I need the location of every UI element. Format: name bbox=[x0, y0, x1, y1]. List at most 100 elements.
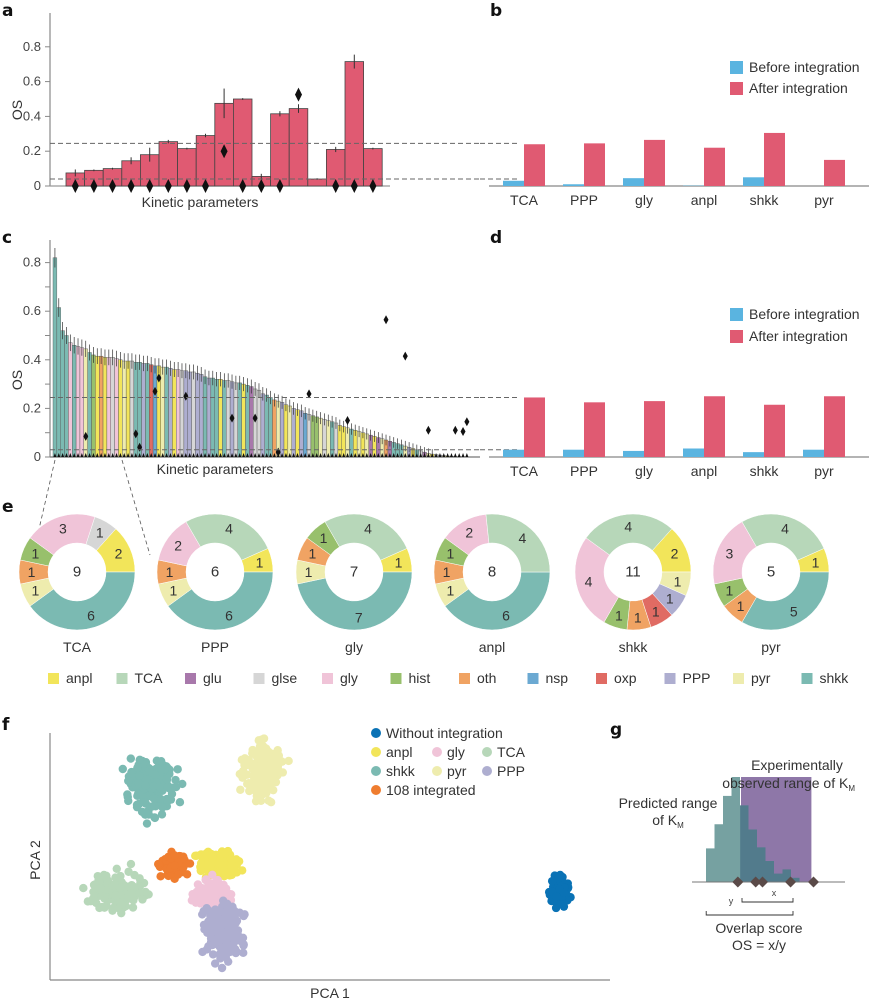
panel-c-base-marker bbox=[199, 453, 203, 457]
scatter-point bbox=[257, 735, 266, 744]
scatter-point bbox=[229, 926, 238, 935]
panel-c-base-marker bbox=[138, 453, 142, 457]
scatter-point bbox=[108, 906, 117, 915]
panel-c-bar bbox=[72, 345, 77, 458]
panel-c-base-marker bbox=[64, 453, 68, 457]
panel-c-bar bbox=[306, 414, 312, 458]
panel-c-base-marker bbox=[284, 453, 288, 457]
donut-label: pyr bbox=[761, 639, 781, 655]
panel-c-bar bbox=[172, 369, 177, 458]
donut-slice-count: 1 bbox=[812, 555, 820, 571]
panel-c-base-marker bbox=[261, 453, 265, 457]
scatter-point bbox=[271, 756, 281, 765]
panel-c-base-marker bbox=[353, 453, 357, 457]
panel-d-category-label: PPP bbox=[570, 463, 598, 479]
donut-slice-count: 1 bbox=[674, 573, 682, 589]
panel-d-bar-before bbox=[503, 449, 524, 457]
panel-c-ytick-label: 0.8 bbox=[23, 255, 41, 270]
panel-c-base-marker bbox=[319, 453, 323, 457]
panel-d-category-label: anpl bbox=[691, 463, 717, 479]
g-histogram-bin bbox=[791, 877, 800, 882]
donut-slice-count: 1 bbox=[634, 609, 642, 625]
panel-c-base-marker bbox=[103, 453, 107, 457]
scatter-point bbox=[222, 930, 232, 939]
scatter-point bbox=[150, 813, 159, 822]
panel-b-bar-after bbox=[524, 144, 545, 186]
g-km-marker bbox=[808, 876, 819, 888]
donut-slice-count: 4 bbox=[624, 519, 632, 535]
panel-a-marker bbox=[239, 179, 247, 193]
panel-c-bar bbox=[183, 370, 188, 458]
scatter-point bbox=[196, 866, 206, 875]
panel-c-base-marker bbox=[238, 453, 242, 457]
scatter-point bbox=[170, 861, 179, 870]
scatter-point bbox=[237, 866, 247, 875]
scatter-point bbox=[216, 922, 226, 931]
scatter-point bbox=[149, 794, 158, 803]
legend-swatch-anpl bbox=[48, 673, 59, 684]
panel-c-bar bbox=[268, 397, 273, 458]
panel-c-marker bbox=[452, 425, 458, 435]
donut-slice-count: 4 bbox=[364, 521, 372, 537]
legend-label-pyr: pyr bbox=[751, 670, 771, 686]
scatter-point bbox=[207, 859, 216, 868]
panel-c-base-marker bbox=[180, 453, 184, 457]
panel-c-base-marker bbox=[99, 453, 103, 457]
panel-a-marker bbox=[350, 179, 358, 193]
panel-b-category-label: PPP bbox=[570, 192, 598, 208]
legend-label-integrated_108: 108 integrated bbox=[386, 782, 476, 798]
panel-a-marker bbox=[220, 144, 228, 159]
cluster-tca bbox=[79, 859, 153, 918]
panel-d-bar-after bbox=[644, 401, 665, 457]
scatter-point bbox=[149, 781, 158, 791]
scatter-point bbox=[191, 898, 201, 907]
panel-c-base-marker bbox=[91, 453, 95, 457]
panel-c-base-marker bbox=[430, 453, 434, 457]
donut-label: shkk bbox=[619, 639, 649, 655]
scatter-point bbox=[239, 911, 248, 921]
panel-c-bar bbox=[145, 363, 150, 458]
donut-slice-count: 1 bbox=[447, 583, 455, 599]
panel-c-bar bbox=[191, 371, 196, 458]
panel-c-base-marker bbox=[126, 453, 130, 457]
donut-slice-shkk bbox=[741, 571, 830, 631]
donut-slice-count: 2 bbox=[174, 537, 182, 553]
panel-c-bar bbox=[303, 413, 308, 458]
panel-a-ytick-label: 0.2 bbox=[23, 143, 41, 158]
g-histogram-bin bbox=[765, 861, 774, 882]
panel-c-base-marker bbox=[130, 453, 134, 457]
legend-swatch-after bbox=[730, 82, 743, 95]
panel-c-base-marker bbox=[230, 453, 234, 457]
panel-c-bar bbox=[129, 360, 135, 458]
legend-label-oth: oth bbox=[477, 670, 496, 686]
panel-c-base-marker bbox=[461, 453, 465, 457]
panel-a-marker bbox=[202, 179, 209, 193]
scatter-point bbox=[170, 851, 179, 860]
panel-c-marker bbox=[152, 386, 158, 396]
panel-c-base-marker bbox=[372, 453, 376, 457]
scatter-point bbox=[79, 883, 88, 893]
scatter-point bbox=[156, 794, 165, 803]
panel-c-base-marker bbox=[107, 453, 111, 457]
scatter-point bbox=[154, 859, 163, 869]
legend-dot-integrated_108 bbox=[371, 785, 381, 795]
panel-c-bar bbox=[75, 346, 81, 458]
donut-slice-count: 3 bbox=[726, 545, 734, 561]
panel-c-base-marker bbox=[172, 453, 176, 457]
panel-c-base-marker bbox=[88, 453, 92, 457]
panel-c-base-marker bbox=[376, 453, 380, 457]
legend-label-oxp: oxp bbox=[614, 670, 637, 686]
panel-c-base-marker bbox=[446, 453, 450, 457]
panel-c-ytick-label: 0 bbox=[34, 449, 41, 464]
scatter-point bbox=[214, 929, 224, 939]
scatter-point bbox=[135, 755, 144, 765]
panel-c-base-marker bbox=[111, 453, 115, 457]
panel-d-bar-before bbox=[683, 448, 704, 457]
scatter-point bbox=[256, 779, 265, 788]
legend-label-glu: glu bbox=[203, 670, 222, 686]
panel-c-base-marker bbox=[76, 453, 80, 457]
panel-c-base-marker bbox=[145, 453, 149, 457]
g-km-marker bbox=[750, 876, 762, 888]
panel-a-marker bbox=[127, 179, 135, 193]
panel-b-bar-after bbox=[764, 132, 785, 186]
